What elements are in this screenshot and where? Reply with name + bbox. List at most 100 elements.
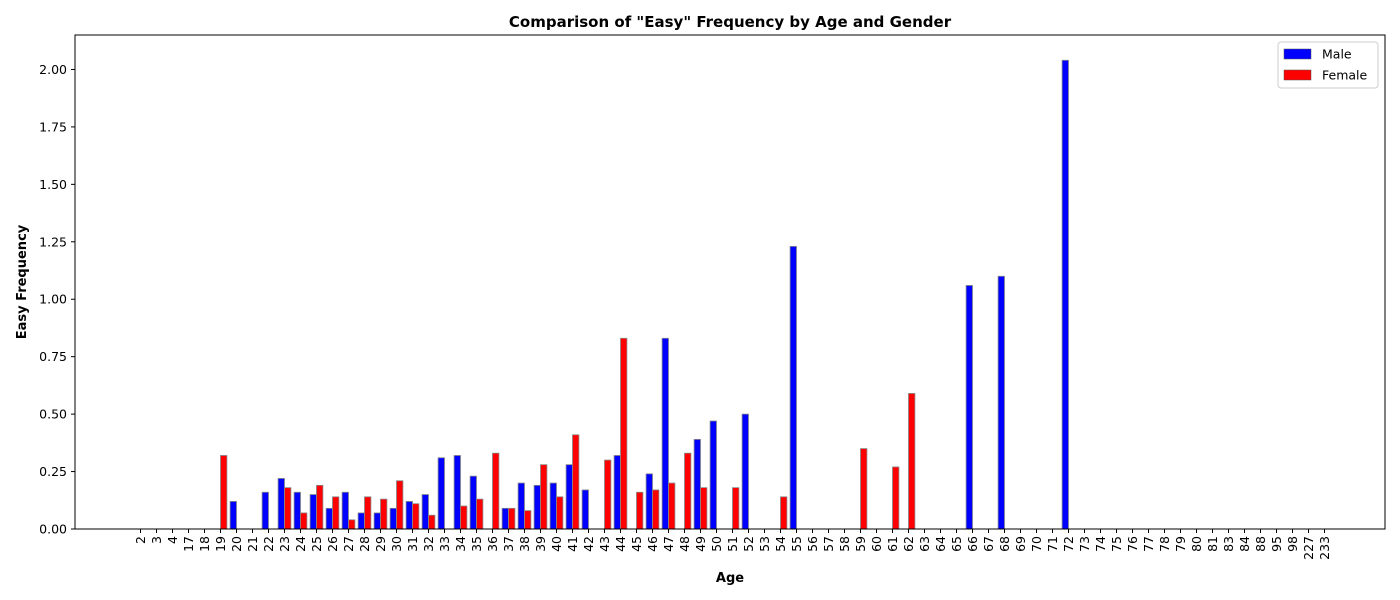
bar-female-59 — [860, 448, 868, 530]
x-tick-label: 43 — [597, 536, 612, 552]
x-tick-label: 59 — [853, 536, 868, 552]
x-tick-label: 79 — [1173, 536, 1188, 552]
x-tick-label: 68 — [997, 536, 1012, 552]
bar-male-29 — [373, 512, 381, 530]
bar-male-49 — [693, 438, 701, 530]
x-tick-label: 18 — [197, 536, 212, 552]
x-tick-label: 61 — [885, 536, 900, 552]
y-tick-label: 0.50 — [39, 407, 67, 422]
x-tick-label: 21 — [245, 536, 260, 552]
bar-female-29 — [380, 498, 388, 530]
bar-male-22 — [261, 491, 269, 530]
bar-female-51 — [732, 487, 740, 530]
x-tick-label: 37 — [501, 536, 516, 552]
y-tick-label: 0.00 — [39, 522, 67, 537]
bar-male-38 — [517, 482, 525, 530]
x-tick-label: 17 — [181, 536, 196, 552]
bar-female-23 — [284, 487, 292, 530]
x-tick-label: 227 — [1301, 536, 1316, 560]
legend-label-male: Male — [1322, 47, 1352, 62]
bars-group — [220, 59, 1069, 530]
x-tick-label: 4 — [165, 536, 180, 544]
x-tick-label: 67 — [981, 536, 996, 552]
x-tick-label: 3 — [149, 536, 164, 544]
x-tick-label: 70 — [1029, 536, 1044, 552]
x-tick-label: 42 — [581, 536, 596, 552]
x-tick-label: 29 — [373, 536, 388, 552]
bar-male-32 — [421, 494, 429, 530]
bar-male-30 — [389, 507, 397, 530]
bar-female-31 — [412, 503, 420, 530]
bar-female-41 — [572, 434, 580, 530]
x-tick-label: 69 — [1013, 536, 1028, 552]
x-tick-label: 98 — [1285, 536, 1300, 552]
y-tick-label: 1.50 — [39, 177, 67, 192]
bar-male-66 — [965, 285, 973, 530]
bar-female-32 — [428, 514, 436, 530]
bar-male-41 — [565, 464, 573, 530]
x-tick-label: 62 — [901, 536, 916, 552]
x-tick-label: 64 — [933, 536, 948, 552]
x-axis-label: Age — [716, 571, 744, 586]
plot-frame — [74, 34, 1386, 530]
x-tick-label: 65 — [949, 536, 964, 552]
x-tick-label: 55 — [789, 536, 804, 552]
x-tick-label: 74 — [1093, 536, 1108, 552]
x-tick-label: 51 — [725, 536, 740, 552]
x-tick-label: 78 — [1157, 536, 1172, 552]
x-tick-label: 73 — [1077, 536, 1092, 552]
bar-female-43 — [604, 459, 612, 530]
x-tick-label: 88 — [1253, 536, 1268, 552]
x-tick-label: 19 — [213, 536, 228, 552]
x-tick-label: 27 — [341, 536, 356, 552]
x-tick-label: 48 — [677, 536, 692, 552]
x-tick-label: 71 — [1045, 536, 1060, 552]
x-tick-label: 45 — [629, 536, 644, 552]
bar-female-44 — [620, 337, 628, 530]
x-tick-label: 36 — [485, 536, 500, 552]
bar-female-48 — [684, 452, 692, 530]
bar-male-33 — [437, 457, 445, 530]
bar-female-19 — [220, 455, 228, 530]
bar-male-50 — [709, 420, 717, 530]
x-tick-label: 75 — [1109, 536, 1124, 552]
bar-female-54 — [780, 496, 788, 530]
x-tick-label: 66 — [965, 536, 980, 552]
x-tick-label: 77 — [1141, 536, 1156, 552]
legend: Male Female — [1277, 41, 1379, 89]
y-axis: 0.00 0.25 0.50 0.75 1.00 1.25 1.50 1.75 2.00 — [39, 62, 75, 537]
bar-male-24 — [293, 491, 301, 530]
bar-female-34 — [460, 505, 468, 530]
y-tick-label: 2.00 — [39, 62, 67, 77]
bar-female-49 — [700, 487, 708, 530]
x-tick-label: 57 — [821, 536, 836, 552]
bar-female-28 — [364, 496, 372, 530]
x-tick-label: 44 — [613, 536, 628, 552]
bar-female-62 — [908, 393, 916, 530]
x-tick-label: 28 — [357, 536, 372, 552]
legend-swatch-male — [1283, 48, 1312, 60]
x-tick-label: 80 — [1189, 536, 1204, 552]
x-tick-label: 20 — [229, 536, 244, 552]
x-axis: 2 3 4 17 18 19 20 21 22 23 24 25 26 27 28 29 30 31 32 33 34 3… — [133, 529, 1332, 560]
y-tick-label: 0.75 — [39, 349, 67, 364]
x-tick-label: 32 — [421, 536, 436, 552]
x-tick-label: 58 — [837, 536, 852, 552]
x-tick-label: 83 — [1221, 536, 1236, 552]
x-tick-label: 34 — [453, 536, 468, 552]
x-tick-label: 46 — [645, 536, 660, 552]
x-tick-label: 53 — [757, 536, 772, 552]
x-tick-label: 35 — [469, 536, 484, 552]
bar-male-44 — [613, 455, 621, 530]
bar-female-40 — [556, 496, 564, 530]
x-tick-label: 23 — [277, 536, 292, 552]
x-tick-label: 24 — [293, 536, 308, 552]
bar-male-55 — [789, 245, 797, 530]
x-tick-label: 233 — [1317, 536, 1332, 560]
bar-male-39 — [533, 484, 541, 530]
bar-male-20 — [229, 501, 237, 530]
bar-female-25 — [316, 484, 324, 530]
x-tick-label: 56 — [805, 536, 820, 552]
